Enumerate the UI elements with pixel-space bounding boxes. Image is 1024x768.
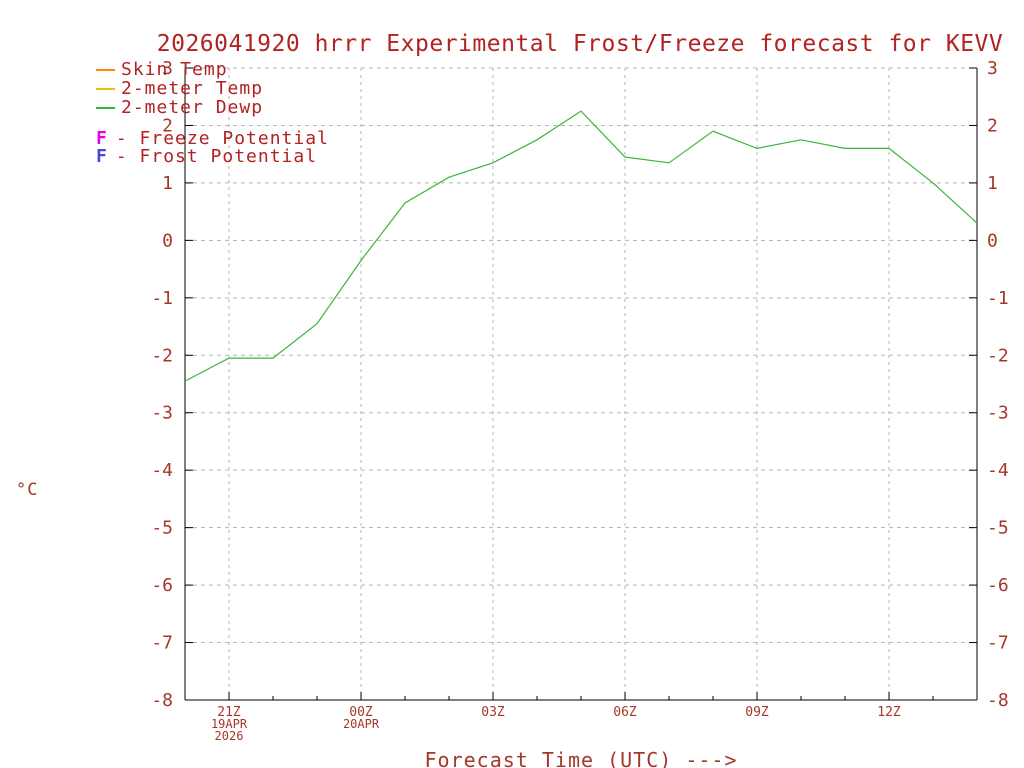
- legend-item-freeze-potential: F - Freeze Potential: [96, 130, 329, 148]
- y-tick-label-right: 1: [987, 173, 998, 194]
- x-tick-label: 12Z: [877, 705, 901, 720]
- chart-title: 2026041920 hrrr Experimental Frost/Freez…: [156, 31, 1004, 57]
- legend-item-2m-dewp: 2-meter Dewp: [96, 98, 329, 117]
- legend-label-2m-temp: 2-meter Temp: [121, 78, 264, 99]
- x-tick-date-sublabel: 20APR: [343, 717, 380, 731]
- y-tick-label-left: 0: [162, 230, 173, 251]
- y-tick-label-right: -3: [987, 403, 1009, 424]
- two-meter-temp-line-swatch: [96, 88, 115, 90]
- x-tick-label: 21Z: [217, 705, 241, 720]
- y-tick-label-left: -8: [151, 690, 173, 711]
- legend-label-skin-temp: Skin Temp: [121, 59, 228, 80]
- y-tick-label-left: -4: [151, 460, 173, 481]
- y-tick-label-right: 0: [987, 230, 998, 251]
- x-tick-label: 06Z: [613, 705, 637, 720]
- freeze-potential-flag-icon: F: [96, 128, 108, 149]
- legend-item-frost-potential: F - Frost Potential: [96, 148, 329, 166]
- legend-flags: F - Freeze Potential F - Frost Potential: [96, 130, 329, 166]
- frost-potential-flag-icon: F: [96, 146, 108, 167]
- x-tick-date-sublabel: 2026: [215, 729, 244, 743]
- two-meter-dewp-line-swatch: [96, 107, 115, 109]
- x-tick-date-sublabel: 19APR: [211, 717, 248, 731]
- y-tick-label-right: -6: [987, 575, 1009, 596]
- y-tick-label-left: -2: [151, 345, 173, 366]
- x-tick-label: 09Z: [745, 705, 769, 720]
- y-tick-label-right: -2: [987, 345, 1009, 366]
- y-tick-label-left: -6: [151, 575, 173, 596]
- y-tick-label-right: -1: [987, 288, 1009, 309]
- y-tick-label-right: -8: [987, 690, 1009, 711]
- y-tick-label-right: -7: [987, 633, 1009, 654]
- series-line-2-meter-dewp: [184, 110, 978, 382]
- y-tick-label-left: 2: [162, 115, 173, 136]
- y-tick-label-right: -4: [987, 460, 1009, 481]
- y-tick-label-left: 1: [162, 173, 173, 194]
- y-tick-label-left: -5: [151, 518, 173, 539]
- y-axis-unit-label: °C: [16, 480, 39, 500]
- y-tick-label-right: 2: [987, 115, 998, 136]
- legend-label-2m-dewp: 2-meter Dewp: [121, 97, 264, 118]
- y-tick-label-left: -1: [151, 288, 173, 309]
- y-tick-label-left: 3: [162, 58, 173, 79]
- legend-label-freeze-potential: - Freeze Potential: [115, 128, 329, 149]
- y-tick-label-left: -7: [151, 633, 173, 654]
- x-tick-label: 03Z: [481, 705, 505, 720]
- y-tick-label-right: -5: [987, 518, 1009, 539]
- y-tick-label-left: -3: [151, 403, 173, 424]
- y-tick-label-right: 3: [987, 58, 998, 79]
- legend-item-2m-temp: 2-meter Temp: [96, 79, 329, 98]
- legend-label-frost-potential: - Frost Potential: [115, 146, 318, 167]
- legend-item-skin-temp: Skin Temp: [96, 60, 329, 79]
- x-tick-label: 00Z: [349, 705, 373, 720]
- x-axis-label: Forecast Time (UTC) --->: [424, 748, 738, 768]
- skin-temp-line-swatch: [96, 69, 115, 71]
- legend: Skin Temp 2-meter Temp 2-meter Dewp F - F…: [96, 60, 329, 166]
